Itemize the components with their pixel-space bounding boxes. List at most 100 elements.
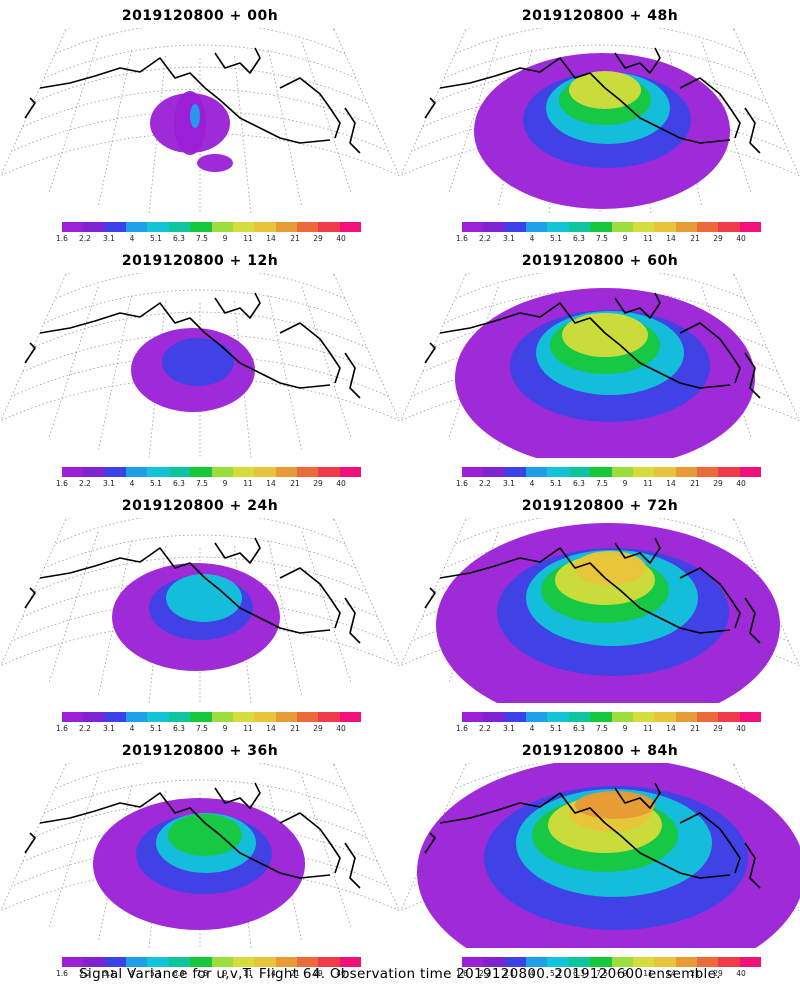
colorbar-tick-label: 7.5 — [596, 479, 608, 488]
variance-contour — [574, 551, 646, 585]
variance-field — [131, 328, 255, 412]
colorbar-tick-label: 29 — [713, 479, 723, 488]
colorbar-swatch — [147, 222, 169, 232]
colorbar-tick-label: 4 — [129, 479, 135, 488]
variance-field — [112, 563, 280, 671]
variance-field — [455, 288, 755, 458]
colorbar-swatch — [568, 467, 591, 477]
colorbar-tick-label: 3.1 — [503, 479, 515, 488]
colorbar-swatch — [62, 712, 84, 722]
panel-title: 2019120800 + 60h — [521, 253, 679, 269]
colorbar-tick-label: 14 — [666, 479, 676, 488]
colorbar-tick-label: 9 — [222, 479, 228, 488]
colorbar-tick-label: 1.6 — [56, 724, 68, 733]
colorbar-swatch — [483, 467, 505, 477]
colorbar-swatch — [547, 467, 569, 477]
colorbar-tick-label: 40 — [736, 724, 746, 733]
colorbar-tick-label: 1.6 — [456, 969, 468, 978]
colorbar-swatch — [147, 957, 169, 967]
panel-title: 2019120800 + 48h — [521, 8, 679, 24]
colorbar-swatch — [318, 712, 340, 722]
colorbar-swatch — [126, 467, 148, 477]
colorbar-swatch — [718, 467, 740, 477]
colorbar-swatch — [675, 222, 697, 232]
colorbar-tick-label: 1.6 — [456, 724, 468, 733]
colorbar-tick-label: 7.5 — [196, 479, 208, 488]
colorbar-swatch — [547, 712, 569, 722]
map-panel: 2019120800 + 48h 1.6 2.2 3.1 4 5.1 6.3 7.5 9 11 14… — [400, 0, 800, 245]
colorbar — [62, 222, 362, 232]
colorbar-tick-label: 3.1 — [503, 234, 515, 243]
colorbar-swatch — [696, 467, 719, 477]
variance-contour — [569, 71, 641, 109]
colorbar-tick-label: 4 — [129, 234, 135, 243]
colorbar-tick-label: 11 — [643, 479, 653, 488]
colorbar-tick-label: 9 — [222, 234, 228, 243]
colorbar-swatch — [232, 957, 255, 967]
colorbar-tick-label: 4 — [529, 234, 535, 243]
colorbar-tick-label: 5.1 — [550, 234, 562, 243]
colorbar-tick-label: 40 — [736, 479, 746, 488]
colorbar-swatch — [590, 467, 612, 477]
colorbar-swatch — [147, 712, 169, 722]
colorbar-tick-label: 6.3 — [573, 724, 585, 733]
colorbar-swatch — [718, 957, 740, 967]
colorbar-tick-label: 11 — [243, 724, 253, 733]
colorbar-swatch — [611, 222, 633, 232]
colorbar-swatch — [211, 957, 233, 967]
colorbar-tick-label: 14 — [666, 969, 676, 978]
colorbar-swatch — [318, 222, 340, 232]
colorbar-swatch — [526, 467, 548, 477]
coastline — [424, 537, 761, 644]
colorbar-swatch — [339, 957, 362, 967]
colorbar-tick-label: 2.2 — [79, 479, 91, 488]
colorbar-swatch — [232, 467, 255, 477]
variance-field — [417, 763, 800, 948]
colorbar-swatch — [83, 467, 105, 477]
map-panel: 2019120800 + 00h 1.6 2.2 3.1 4 5.1 6.3 7.5 9 11 14… — [0, 0, 400, 245]
colorbar-tick-label: 40 — [736, 234, 746, 243]
colorbar-swatch — [590, 957, 612, 967]
colorbar-tick-label: 6.3 — [573, 479, 585, 488]
colorbar-tick-label: 9 — [622, 969, 628, 978]
colorbar-swatch — [83, 957, 105, 967]
colorbar-tick-label: 7.5 — [596, 234, 608, 243]
colorbar-tick-label: 40 — [336, 969, 346, 978]
colorbar-tick-label: 2.2 — [479, 234, 491, 243]
colorbar-tick-label: 9 — [222, 969, 228, 978]
colorbar-swatch — [275, 712, 297, 722]
colorbar-tick-label: 5.1 — [550, 724, 562, 733]
colorbar-swatch — [211, 712, 233, 722]
colorbar-swatch — [275, 222, 297, 232]
colorbar-tick-label: 21 — [690, 234, 700, 243]
colorbar-tick-label: 6.3 — [573, 234, 585, 243]
colorbar-swatch — [739, 957, 762, 967]
colorbar-tick-label: 3.1 — [503, 969, 515, 978]
colorbar-swatch — [739, 712, 762, 722]
map-panel: 2019120800 + 84h 1.6 2.2 3.1 4 5.1 6.3 7.5 9 11 14… — [400, 735, 800, 980]
colorbar-swatch — [547, 957, 569, 967]
colorbar-swatch — [83, 712, 105, 722]
colorbar-tick-label: 2.2 — [479, 724, 491, 733]
colorbar-tick-label: 40 — [336, 479, 346, 488]
panel-title: 2019120800 + 12h — [121, 253, 279, 269]
coastline — [424, 292, 761, 399]
colorbar-tick-label: 6.3 — [173, 479, 185, 488]
colorbar-swatch — [296, 712, 319, 722]
colorbar — [62, 712, 362, 722]
colorbar-swatch — [611, 467, 633, 477]
colorbar-tick-label: 29 — [313, 969, 323, 978]
colorbar-swatch — [675, 712, 697, 722]
colorbar-tick-label: 21 — [290, 724, 300, 733]
colorbar-swatch — [547, 222, 569, 232]
colorbar-swatch — [318, 467, 340, 477]
colorbar-tick-label: 5.1 — [550, 479, 562, 488]
colorbar-swatch — [483, 712, 505, 722]
colorbar-tick-label: 21 — [690, 724, 700, 733]
variance-contour — [190, 104, 200, 128]
colorbar-swatch — [654, 467, 676, 477]
colorbar-swatch — [339, 222, 362, 232]
colorbar-labels: 1.6 2.2 3.1 4 5.1 6.3 7.5 9 11 14 21 29 40 — [52, 969, 372, 979]
colorbar-tick-label: 40 — [336, 234, 346, 243]
colorbar-swatch — [190, 467, 212, 477]
